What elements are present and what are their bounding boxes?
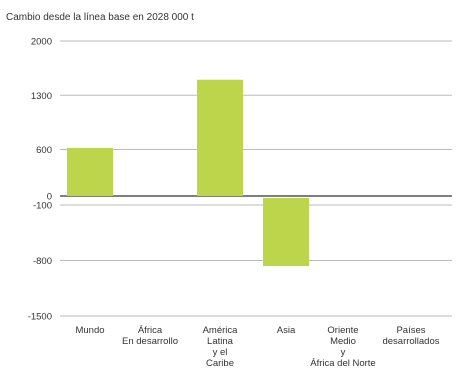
x-category-label: América Latina y el Caribe [203, 325, 239, 369]
x-category-label: Mundo [75, 325, 104, 336]
bar-am-rica [197, 79, 243, 196]
x-category-label: África En desarrollo [122, 325, 178, 347]
y-tick-label: 0 [47, 192, 52, 203]
x-category-label: Países desarrollados [382, 325, 439, 347]
grid-lines [60, 40, 452, 317]
chart-title: Cambio desde la línea base en 2028 000 t [6, 12, 194, 23]
y-tick-label: 600 [36, 145, 52, 156]
y-tick-label: -100 [33, 201, 52, 212]
bars [67, 79, 309, 267]
y-tick-label: -1500 [28, 312, 52, 323]
bar-mundo [67, 147, 113, 196]
y-tick-label: -800 [33, 256, 52, 267]
y-axis: 2000 1300 600 0-100 -800 -1500 [28, 37, 52, 323]
bar-asia [263, 198, 309, 267]
x-axis-categories: Mundo África En desarrollo América Latina y e… [75, 325, 439, 369]
y-tick-label: 2000 [31, 37, 52, 48]
x-category-label: Oriente Medio y África del Norte [310, 325, 375, 369]
x-category-label: Asia [277, 325, 296, 336]
y-tick-label: 1300 [31, 91, 52, 102]
